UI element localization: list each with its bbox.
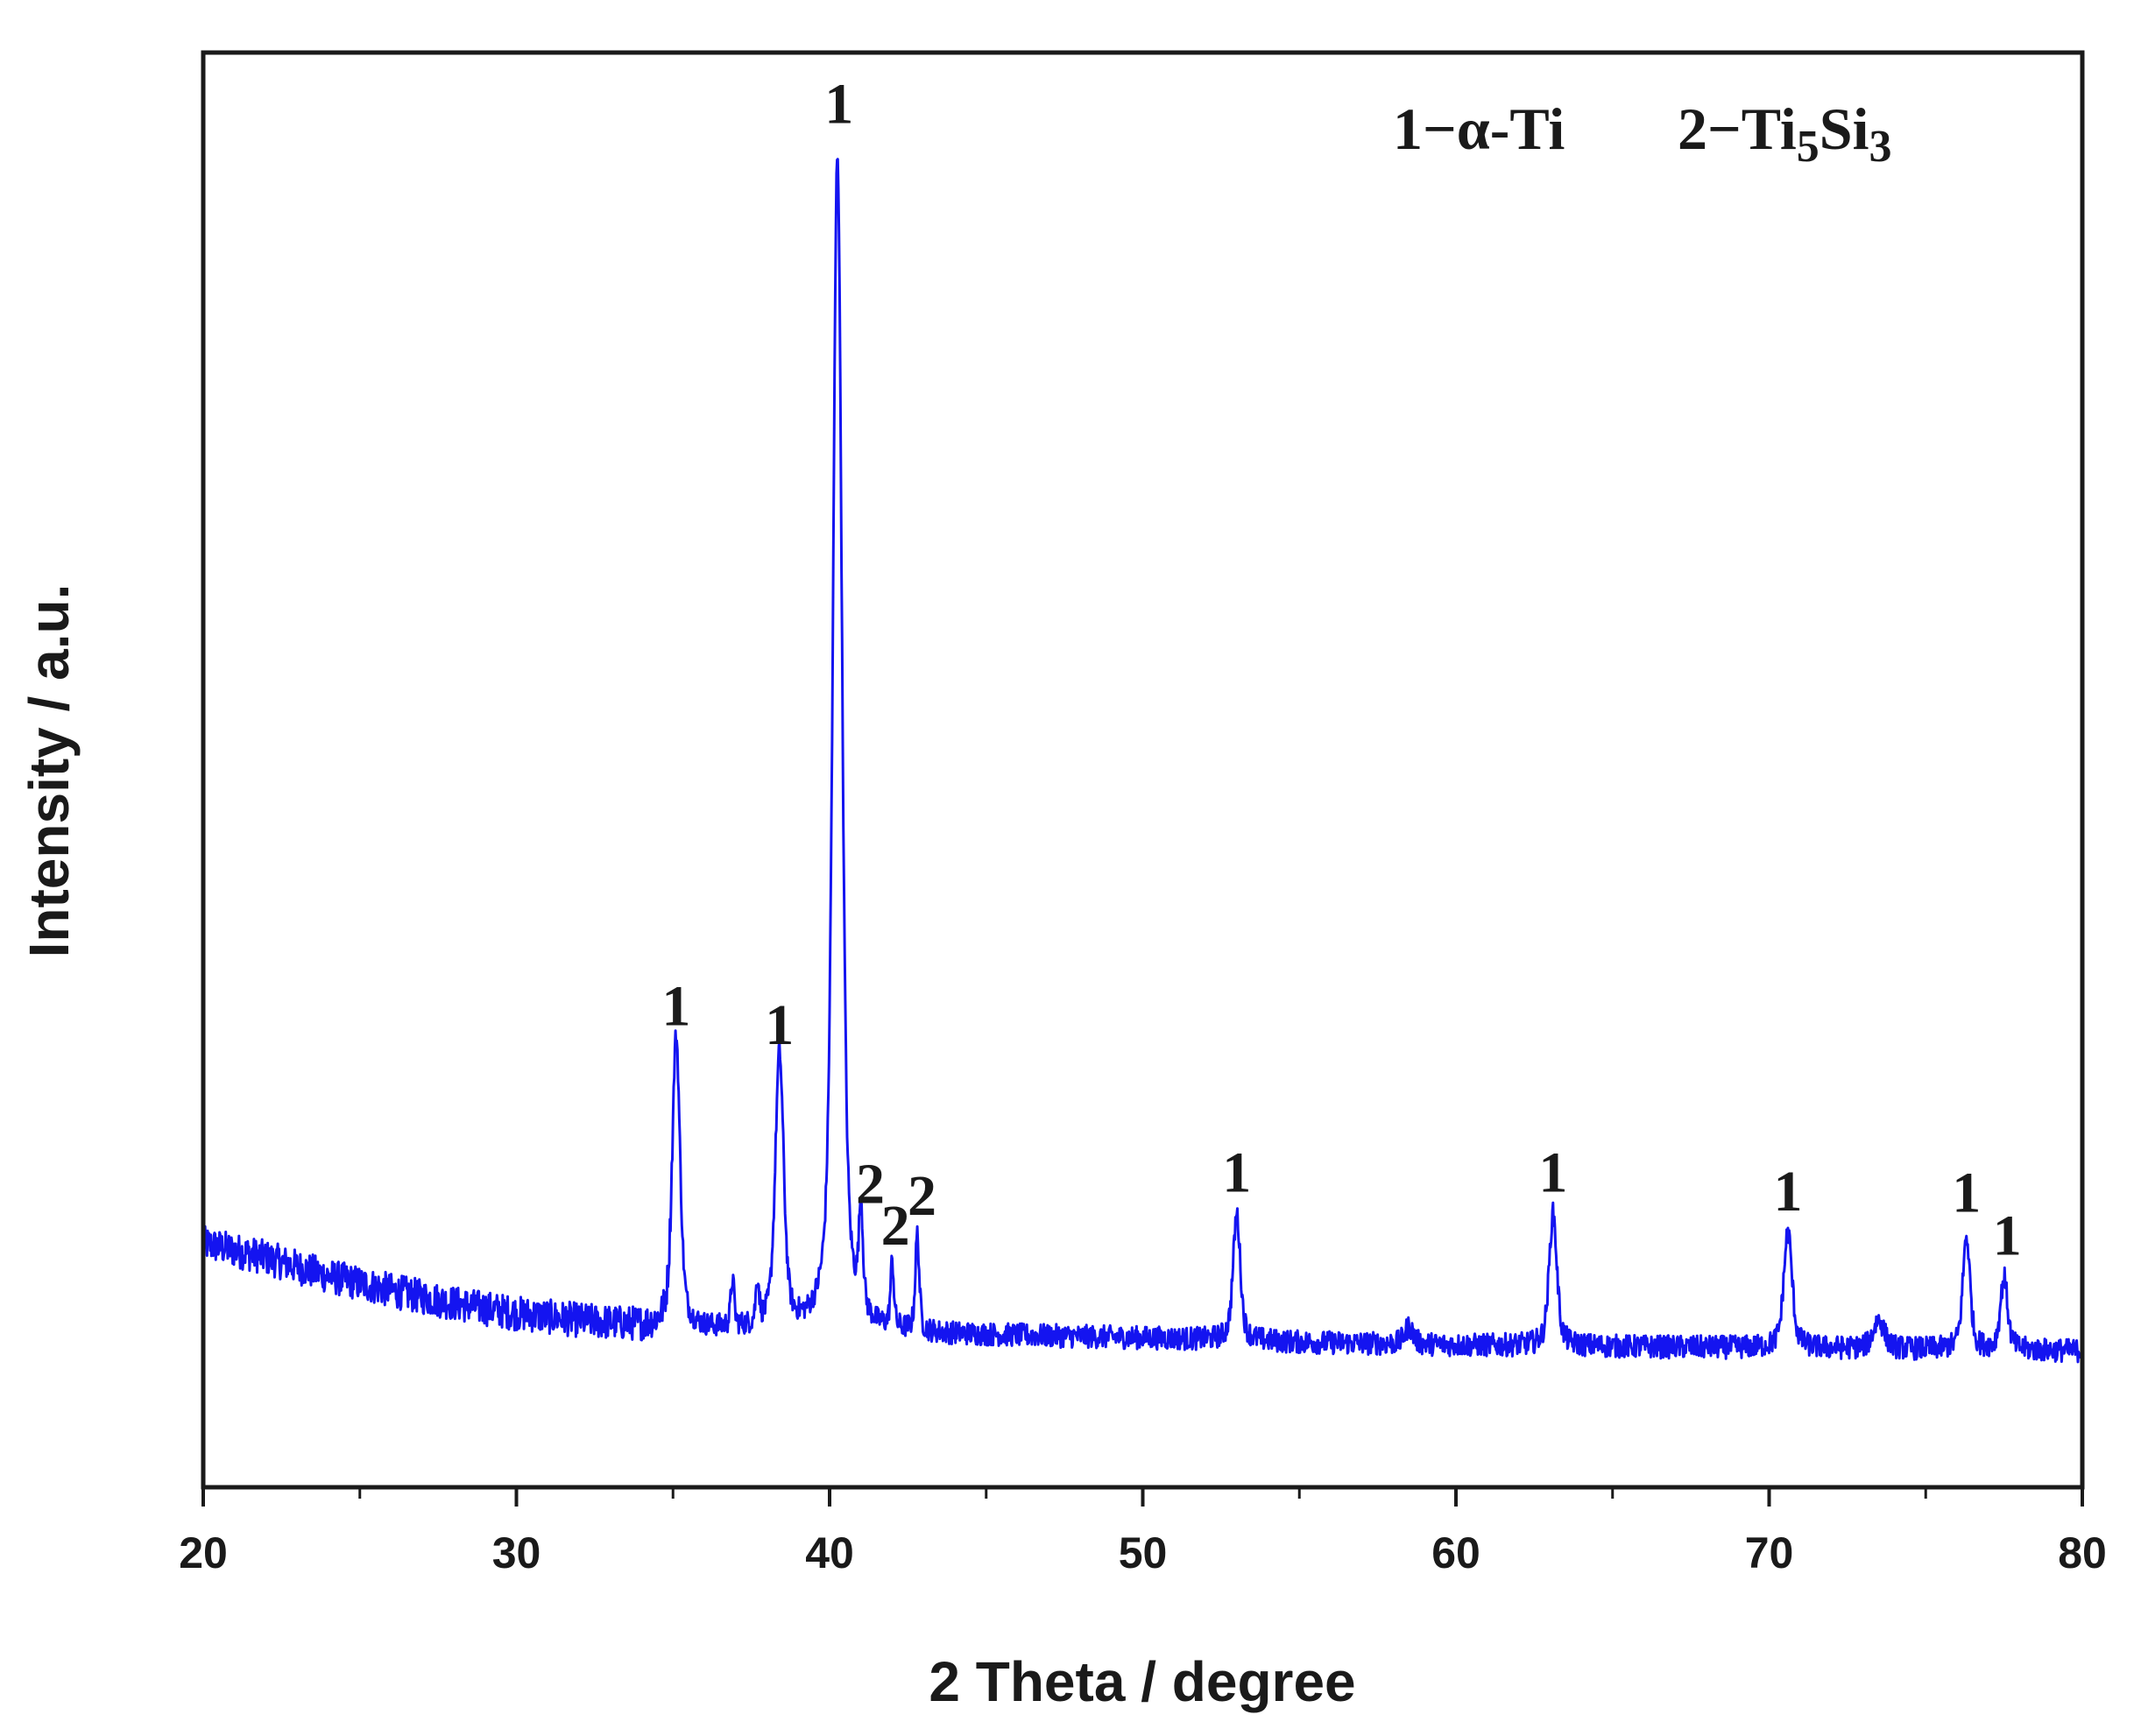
peak-label: 1 <box>824 72 853 136</box>
x-tick-labels: 20 30 40 50 60 70 80 <box>179 1528 2107 1577</box>
x-major-ticks <box>201 1487 2084 1507</box>
peak-label: 2 <box>856 1153 885 1217</box>
legend: 1−α-Ti 2−Ti5Si3 <box>1393 95 1892 172</box>
peak-label: 1 <box>1538 1141 1567 1205</box>
peak-label: 1 <box>765 993 794 1057</box>
peak-label: 2 <box>908 1164 936 1228</box>
peak-label: 2 <box>881 1194 910 1258</box>
peak-label: 1 <box>661 975 690 1039</box>
legend-entry-alpha-ti: 1−α-Ti <box>1393 95 1565 162</box>
y-axis-title: Intensity / a.u. <box>18 584 81 958</box>
peak-label: 1 <box>1952 1161 1981 1225</box>
peak-label: 1 <box>1773 1160 1802 1224</box>
x-tick-label: 50 <box>1119 1528 1168 1577</box>
x-tick-label: 20 <box>179 1528 228 1577</box>
x-tick-label: 30 <box>492 1528 541 1577</box>
xrd-pattern-line <box>201 158 2084 1364</box>
peak-label: 1 <box>1993 1204 2022 1268</box>
x-tick-label: 40 <box>805 1528 854 1577</box>
x-axis-title: 2 Theta / degree <box>929 1650 1355 1713</box>
x-tick-label: 70 <box>1745 1528 1794 1577</box>
x-tick-label: 60 <box>1431 1528 1480 1577</box>
legend-entry-ti5si3: 2−Ti5Si3 <box>1678 95 1892 172</box>
peak-label: 1 <box>1222 1141 1251 1205</box>
plot-frame <box>201 50 2085 1490</box>
x-tick-label: 80 <box>2058 1528 2107 1577</box>
